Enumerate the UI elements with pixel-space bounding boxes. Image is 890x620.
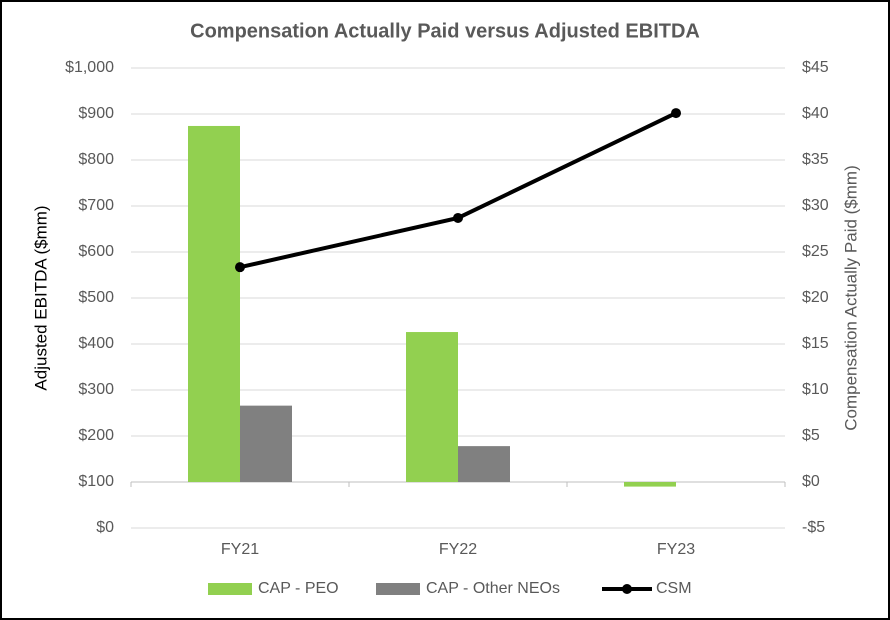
y2-tick-label: $0: [802, 473, 820, 490]
y2-tick-label: $35: [802, 151, 829, 168]
y-tick-label: $800: [78, 151, 114, 168]
bar: [188, 125, 240, 483]
x-tick-label: FY23: [657, 541, 695, 558]
y-tick-label: $600: [78, 243, 114, 260]
legend-swatch: [208, 583, 252, 595]
legend-label: CSM: [656, 580, 692, 597]
y2-tick-label: $40: [802, 105, 829, 122]
x-tick-label: FY22: [439, 541, 477, 558]
bar: [624, 482, 676, 487]
y-tick-label: $900: [78, 105, 114, 122]
line-marker: [671, 108, 681, 119]
y-tick-label: $200: [78, 427, 114, 444]
x-tick-label: FY21: [221, 541, 259, 558]
line-marker: [453, 212, 463, 223]
legend-marker: [622, 584, 632, 594]
legend-swatch: [376, 583, 420, 595]
legend-label: CAP - Other NEOs: [426, 580, 560, 597]
bar: [406, 332, 458, 482]
y2-tick-label: $45: [802, 59, 829, 76]
y-tick-label: $0: [96, 519, 114, 536]
y-tick-label: $700: [78, 197, 114, 214]
y2-tick-label: $15: [802, 335, 829, 352]
y-tick-label: $1,000: [65, 59, 114, 76]
legend-label: CAP - PEO: [258, 580, 339, 597]
y-tick-label: $500: [78, 289, 114, 306]
y2-axis-label: Compensation Actually Paid ($mm): [841, 165, 860, 431]
line-marker: [235, 262, 245, 273]
y2-tick-label: $20: [802, 289, 829, 306]
y-tick-label: $300: [78, 381, 114, 398]
bar: [458, 446, 510, 482]
y2-tick-label: $25: [802, 243, 829, 260]
chart-title: Compensation Actually Paid versus Adjust…: [190, 20, 700, 42]
bar: [240, 405, 292, 482]
y-tick-label: $400: [78, 335, 114, 352]
y2-tick-label: $10: [802, 381, 829, 398]
y2-tick-label: $5: [802, 427, 820, 444]
y-tick-label: $100: [78, 473, 114, 490]
y2-tick-label: -$5: [802, 519, 825, 536]
y2-tick-label: $30: [802, 197, 829, 214]
y-axis-label: Adjusted EBITDA ($mm): [31, 205, 50, 390]
